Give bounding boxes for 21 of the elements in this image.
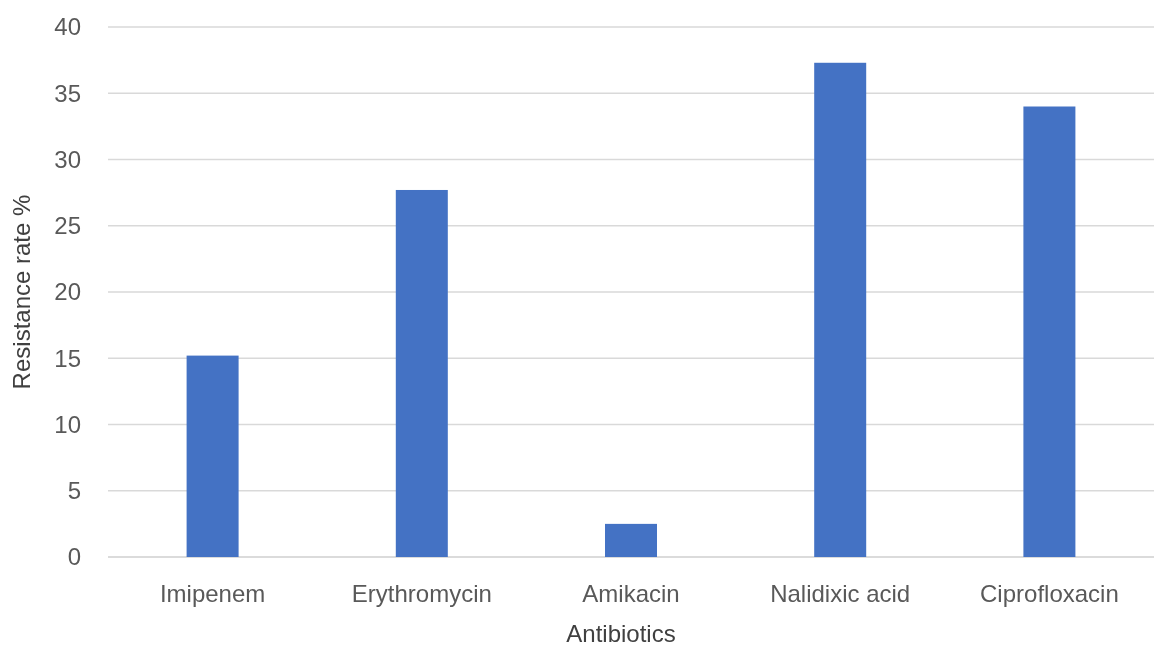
y-tick-label: 35 (54, 79, 81, 107)
bar (814, 62, 867, 557)
x-axis-title: Antibiotics (566, 620, 676, 647)
y-tick-label: 10 (54, 410, 81, 438)
y-tick-label: 5 (67, 477, 81, 505)
y-tick-label: 15 (54, 344, 81, 372)
y-tick-label: 40 (54, 13, 81, 41)
y-tick-label: 30 (54, 145, 81, 173)
y-tick-label: 25 (54, 212, 81, 240)
x-tick-label: Amikacin (582, 580, 680, 607)
y-tick-label: 20 (54, 278, 81, 306)
x-tick-label: Nalidixic acid (770, 580, 911, 607)
bar (1023, 106, 1076, 557)
bar (186, 355, 239, 557)
bar (395, 189, 448, 557)
x-tick-label: Ciprofloxacin (980, 580, 1119, 607)
x-tick-label: Erythromycin (351, 580, 492, 607)
y-axis-title: Resistance rate % (8, 194, 35, 390)
bar (605, 523, 657, 557)
x-tick-label: Imipenem (159, 580, 266, 607)
y-tick-label: 0 (67, 543, 81, 571)
